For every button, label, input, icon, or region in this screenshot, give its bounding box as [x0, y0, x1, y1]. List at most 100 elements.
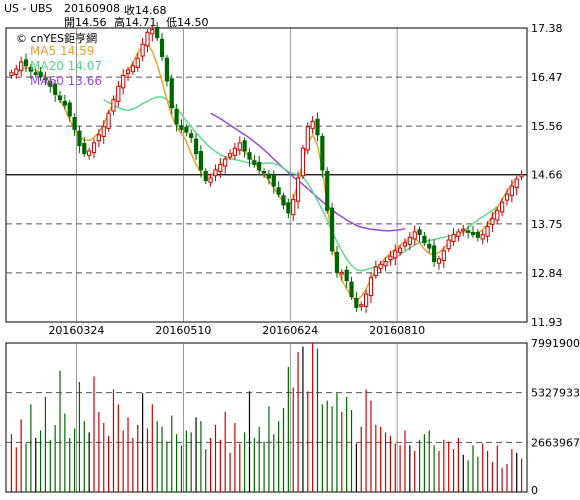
- price-tick-label: 14.66: [531, 169, 563, 182]
- candle-up: [19, 61, 24, 72]
- header-symbol: US - UBS: [4, 2, 53, 15]
- axis-layer: 17.38 16.47 15.56 14.66 13.75 12.84 11.93 20160…: [48, 22, 580, 497]
- candle-down: [155, 26, 160, 39]
- candle-up: [398, 247, 403, 253]
- candle-up: [237, 142, 242, 151]
- candle-up: [519, 174, 524, 178]
- candle-down: [33, 72, 38, 75]
- candle-up: [310, 120, 315, 129]
- candle-down: [252, 160, 257, 165]
- candle-up: [368, 277, 374, 297]
- candle-down: [179, 125, 184, 130]
- ma60-legend: MA60 13.66: [30, 74, 102, 88]
- candle-up: [218, 163, 223, 172]
- candle-up: [451, 234, 456, 243]
- candle-down: [62, 100, 67, 106]
- candle-up: [514, 178, 519, 189]
- candle-down: [174, 108, 179, 125]
- candle-up: [96, 134, 101, 142]
- candle-down: [475, 231, 480, 238]
- candle-down: [28, 66, 33, 72]
- volume-tick-label: 5327933: [531, 387, 580, 400]
- date-tick-label: 20160324: [48, 324, 104, 337]
- candle-up: [500, 201, 505, 213]
- candle-up: [509, 185, 514, 197]
- candle-down: [432, 245, 437, 263]
- candle-down: [193, 138, 199, 155]
- header-high: 高14.71: [114, 16, 157, 29]
- candle-down: [159, 38, 165, 58]
- candle-down: [320, 135, 325, 171]
- candle-down: [82, 142, 87, 155]
- header-low: 低14.50: [166, 16, 209, 29]
- candle-up: [106, 112, 111, 129]
- volume-tick-label: 0: [531, 484, 538, 497]
- volume-tick-label: 2663967: [531, 436, 580, 449]
- price-tick-label: 17.38: [531, 22, 563, 35]
- candle-up: [295, 177, 301, 202]
- candle-down: [261, 170, 267, 174]
- header-open: 開14.56: [64, 16, 107, 29]
- candle-down: [242, 140, 247, 152]
- ma60-line: [210, 112, 406, 232]
- date-tick-label: 20160624: [262, 324, 318, 337]
- candle-up: [135, 57, 140, 68]
- candle-up: [130, 65, 135, 73]
- candle-up: [359, 304, 364, 307]
- candle-up: [412, 231, 417, 240]
- candle-down: [257, 161, 262, 171]
- candle-down: [422, 235, 427, 244]
- price-tick-label: 12.84: [531, 267, 563, 280]
- candle-up: [490, 217, 495, 225]
- candle-up: [485, 226, 490, 237]
- candle-up: [300, 147, 306, 177]
- candle-down: [48, 80, 53, 87]
- header-date: 20160908: [64, 2, 120, 15]
- candle-up: [339, 271, 344, 275]
- candle-down: [470, 231, 476, 236]
- candle-up: [208, 177, 213, 183]
- candle-up: [121, 74, 126, 89]
- candle-up: [363, 293, 369, 307]
- price-tick-label: 13.75: [531, 218, 563, 231]
- ma20-line: [103, 96, 498, 272]
- candle-down: [281, 195, 286, 206]
- candle-down: [427, 243, 432, 249]
- candle-down: [266, 173, 272, 179]
- candle-down: [417, 229, 422, 236]
- candle-up: [393, 250, 398, 259]
- candle-up: [383, 261, 388, 267]
- price-tick-label: 15.56: [531, 120, 563, 133]
- volume-panel-frame: [5, 342, 528, 493]
- candle-down: [43, 77, 48, 81]
- candle-down: [189, 133, 194, 139]
- header-close: 收14.68: [124, 4, 167, 17]
- candle-up: [87, 150, 92, 156]
- candle-up: [456, 231, 461, 237]
- candle-down: [354, 297, 359, 308]
- candle-up: [441, 250, 446, 262]
- candle-down: [203, 170, 208, 182]
- ma5-legend: MA5 14.59: [30, 44, 95, 58]
- candle-up: [91, 142, 97, 154]
- candle-down: [198, 151, 204, 171]
- candle-down: [169, 78, 174, 109]
- volume-tick-label: 7991900: [531, 337, 580, 350]
- candle-up: [101, 126, 106, 137]
- candle-up: [446, 239, 451, 250]
- candle-down: [271, 175, 276, 187]
- candle-up: [125, 69, 131, 74]
- price-tick-label: 16.47: [531, 71, 563, 84]
- candle-down: [53, 83, 58, 95]
- candle-up: [145, 31, 150, 47]
- candle-down: [164, 57, 170, 82]
- date-tick-label: 20160810: [369, 324, 425, 337]
- candle-up: [223, 158, 228, 167]
- candle-down: [349, 281, 354, 298]
- candle-down: [38, 71, 43, 78]
- grid-layer: [5, 27, 528, 493]
- candle-up: [291, 199, 296, 216]
- watermark-label: © cnYES鉅亨網: [16, 32, 98, 45]
- candle-down: [286, 202, 291, 214]
